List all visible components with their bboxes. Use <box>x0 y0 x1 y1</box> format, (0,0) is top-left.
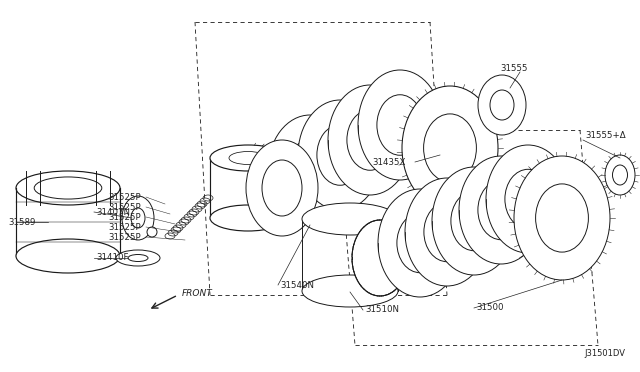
Ellipse shape <box>246 140 318 236</box>
Text: 31555+Δ: 31555+Δ <box>585 131 626 140</box>
Text: 31525P: 31525P <box>108 232 141 241</box>
Ellipse shape <box>302 203 398 235</box>
Ellipse shape <box>605 155 635 195</box>
Text: 31500: 31500 <box>476 304 504 312</box>
Ellipse shape <box>298 100 382 210</box>
Text: 31589: 31589 <box>8 218 35 227</box>
Text: 31540N: 31540N <box>280 280 314 289</box>
Ellipse shape <box>328 85 412 195</box>
Ellipse shape <box>302 275 398 307</box>
Ellipse shape <box>358 70 442 180</box>
Text: 31525P: 31525P <box>108 212 141 221</box>
Ellipse shape <box>147 227 157 237</box>
Ellipse shape <box>486 145 570 253</box>
Ellipse shape <box>432 167 516 275</box>
Ellipse shape <box>478 75 526 135</box>
Ellipse shape <box>402 86 498 210</box>
Ellipse shape <box>16 239 120 273</box>
Ellipse shape <box>378 189 462 297</box>
Ellipse shape <box>210 145 286 171</box>
Ellipse shape <box>352 220 408 296</box>
Text: 31525P: 31525P <box>108 202 141 212</box>
Ellipse shape <box>122 196 154 240</box>
Text: 31435X: 31435X <box>372 157 405 167</box>
Text: 31525P: 31525P <box>108 222 141 231</box>
Text: 31410F: 31410F <box>96 253 129 263</box>
Ellipse shape <box>405 178 489 286</box>
Text: 31525P: 31525P <box>108 192 141 202</box>
Text: 31510N: 31510N <box>365 305 399 314</box>
Text: 31555: 31555 <box>500 64 527 73</box>
Ellipse shape <box>514 156 610 280</box>
Text: J31501DV: J31501DV <box>584 349 625 358</box>
Ellipse shape <box>116 250 160 266</box>
Ellipse shape <box>459 156 543 264</box>
Ellipse shape <box>268 115 352 225</box>
Text: 31407N: 31407N <box>96 208 130 217</box>
Text: FRONT: FRONT <box>182 289 212 298</box>
Ellipse shape <box>210 205 286 231</box>
